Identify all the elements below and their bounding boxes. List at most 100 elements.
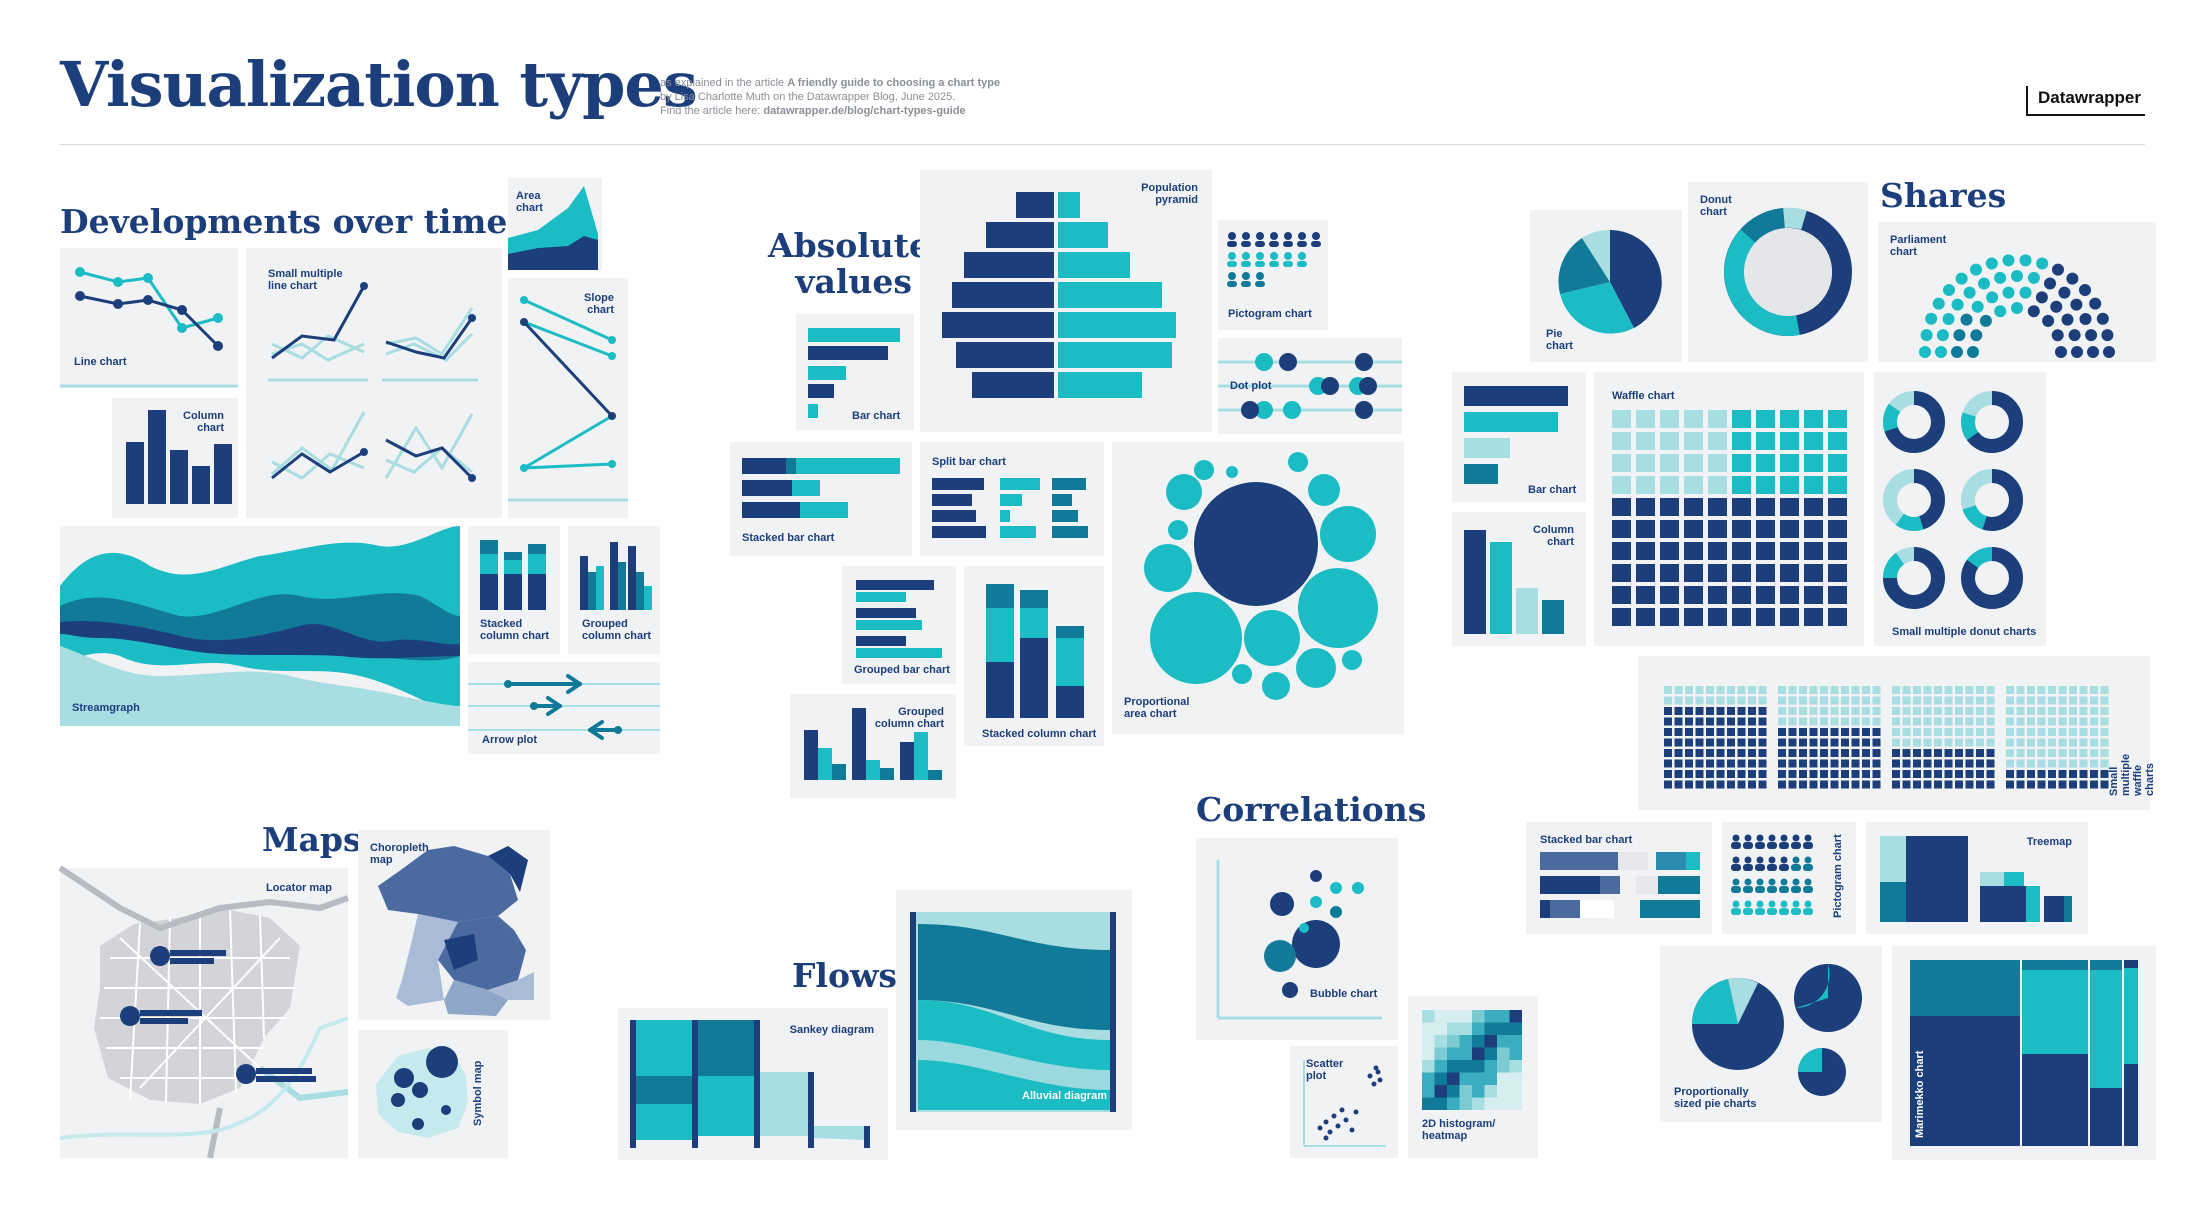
- grouped-column-abs-card[interactable]: Grouped column chart: [790, 694, 956, 798]
- pie-chart-label: Pie chart: [1546, 328, 1573, 352]
- page-subtitle: as explained in the article A friendly g…: [660, 76, 1000, 118]
- histogram2d-label: 2D histogram/ heatmap: [1422, 1118, 1496, 1142]
- article-title: A friendly guide to choosing a chart typ…: [787, 77, 1001, 89]
- area-chart-graphic: [508, 186, 598, 270]
- proportional-area-label: Proportional area chart: [1124, 696, 1190, 720]
- pie-chart-card[interactable]: Pie chart: [1530, 210, 1682, 362]
- symbol-map-label: Symbol map: [472, 1060, 484, 1126]
- small-multiple-line-graphic: [268, 282, 478, 482]
- histogram2d-card[interactable]: 2D histogram/ heatmap: [1408, 996, 1538, 1158]
- scatter-plot-label: Scatter plot: [1306, 1058, 1344, 1082]
- pictogram-label: Pictogram chart: [1228, 308, 1312, 320]
- column-shares-card[interactable]: Column chart: [1452, 512, 1586, 646]
- choropleth-label: Choropleth map: [370, 842, 429, 866]
- small-multiple-donut-graphic: [1883, 391, 2023, 609]
- scatter-plot-card[interactable]: Scatter plot: [1290, 1046, 1398, 1158]
- dot-plot-graphic: [1218, 353, 1402, 419]
- population-pyramid-card[interactable]: Population pyramid: [920, 170, 1212, 432]
- streamgraph-graphic: [60, 526, 460, 726]
- proportional-area-graphic: [1144, 452, 1378, 700]
- slope-chart-label: Slope chart: [584, 292, 614, 316]
- split-bar-label: Split bar chart: [932, 456, 1006, 468]
- area-chart-label: Area chart: [516, 190, 543, 214]
- marimekko-graphic: [1910, 960, 2138, 1146]
- pictogram-shares-card[interactable]: Pictogram chart: [1722, 822, 1856, 934]
- proportional-pies-label: Proportionally sized pie charts: [1674, 1086, 1757, 1110]
- waffle-chart-card[interactable]: Waffle chart: [1594, 372, 1864, 646]
- grouped-column-abs-label: Grouped column chart: [874, 706, 944, 730]
- bubble-chart-card[interactable]: Bubble chart: [1196, 838, 1398, 1040]
- bar-chart-graphic: [808, 328, 900, 418]
- line-chart-label: Line chart: [74, 356, 127, 368]
- streamgraph-card[interactable]: Streamgraph: [60, 526, 460, 726]
- alluvial-card[interactable]: Alluvial diagram: [896, 890, 1132, 1130]
- choropleth-card[interactable]: Choropleth map: [358, 830, 550, 1020]
- stacked-bar-shares-label: Stacked bar chart: [1540, 834, 1633, 846]
- header-divider: [60, 144, 2145, 145]
- stacked-bar-card[interactable]: Stacked bar chart: [730, 442, 912, 556]
- section-absolute: Absolute values: [768, 226, 931, 301]
- slope-chart-card[interactable]: Slope chart: [508, 278, 628, 518]
- stacked-bar-shares-card[interactable]: Stacked bar chart: [1526, 822, 1712, 934]
- section-shares: Shares: [1880, 176, 2007, 215]
- slope-chart-graphic: [508, 296, 628, 502]
- grouped-column-card[interactable]: Grouped column chart: [568, 526, 660, 654]
- stacked-column-card[interactable]: Stacked column chart: [468, 526, 560, 654]
- dot-plot-card[interactable]: Dot plot: [1218, 338, 1402, 434]
- dot-plot-label: Dot plot: [1230, 380, 1272, 392]
- marimekko-card[interactable]: Marimekko chart: [1892, 946, 2156, 1160]
- donut-chart-graphic: [1724, 207, 1852, 336]
- symbol-map-card[interactable]: Symbol map: [358, 1030, 508, 1158]
- page-title: Visualization types: [60, 48, 698, 121]
- grouped-column-abs-graphic: [804, 708, 942, 780]
- pictogram-shares-label: Pictogram chart: [1832, 834, 1844, 918]
- choropleth-graphic: [378, 846, 534, 1016]
- donut-chart-card[interactable]: Donut chart: [1688, 182, 1868, 362]
- pictogram-card[interactable]: Pictogram chart: [1218, 220, 1328, 330]
- stacked-column-abs-graphic: [986, 584, 1084, 718]
- bar-shares-label: Bar chart: [1528, 484, 1577, 496]
- small-multiple-donut-label: Small multiple donut charts: [1892, 626, 2037, 638]
- split-bar-card[interactable]: Split bar chart: [920, 442, 1104, 556]
- grouped-bar-card[interactable]: Grouped bar chart: [842, 566, 956, 684]
- subtitle-prefix: as explained in the article: [660, 77, 788, 89]
- locator-map-card[interactable]: Locator map: [58, 865, 350, 1159]
- section-flows: Flows: [792, 956, 897, 995]
- streamgraph-label: Streamgraph: [72, 702, 140, 714]
- sankey-graphic: [630, 1020, 870, 1148]
- section-correlations: Correlations: [1196, 790, 1427, 829]
- small-multiple-donut-card[interactable]: Small multiple donut charts: [1874, 372, 2046, 646]
- grouped-bar-label: Grouped bar chart: [854, 664, 950, 676]
- small-multiple-waffle-card[interactable]: Small multiple waffle charts: [1638, 656, 2156, 810]
- sankey-card[interactable]: Sankey diagram: [618, 1008, 888, 1160]
- area-chart-card[interactable]: Area chart: [508, 178, 602, 270]
- column-chart-graphic: [126, 410, 232, 504]
- treemap-card[interactable]: Treemap: [1866, 822, 2088, 934]
- article-link[interactable]: datawrapper.de/blog/chart-types-guide: [763, 105, 966, 117]
- grouped-bar-graphic: [856, 580, 942, 658]
- arrow-plot-label: Arrow plot: [482, 734, 537, 746]
- stacked-column-graphic: [480, 540, 546, 610]
- marimekko-label: Marimekko chart: [1914, 1050, 1926, 1138]
- proportional-pies-card[interactable]: Proportionally sized pie charts: [1660, 946, 1882, 1122]
- line-chart-card[interactable]: Line chart: [60, 248, 238, 388]
- parliament-chart-label: Parliament chart: [1890, 234, 1947, 258]
- parliament-chart-card[interactable]: Parliament chart: [1878, 222, 2156, 362]
- stacked-column-abs-card[interactable]: Stacked column chart: [964, 566, 1104, 746]
- subtitle-byline: by Lisa Charlotte Muth on the Datawrappe…: [660, 91, 956, 103]
- small-multiple-line-card[interactable]: Small multiple line chart: [246, 248, 502, 518]
- bar-chart-card[interactable]: Bar chart: [796, 314, 914, 430]
- bar-chart-label: Bar chart: [852, 410, 901, 422]
- treemap-label: Treemap: [2026, 836, 2072, 848]
- arrow-plot-card[interactable]: Arrow plot: [468, 662, 660, 754]
- bubble-chart-label: Bubble chart: [1310, 988, 1378, 1000]
- column-chart-card[interactable]: Column chart: [112, 398, 238, 518]
- grouped-column-label: Grouped column chart: [582, 618, 652, 642]
- bar-shares-card[interactable]: Bar chart: [1452, 372, 1586, 502]
- small-multiple-line-label: Small multiple line chart: [268, 268, 343, 292]
- population-pyramid-label: Population pyramid: [1141, 182, 1198, 206]
- stacked-bar-graphic: [742, 458, 900, 518]
- proportional-area-card[interactable]: Proportional area chart: [1112, 442, 1404, 734]
- histogram2d-graphic: [1422, 1010, 1522, 1110]
- alluvial-graphic: [910, 912, 1116, 1112]
